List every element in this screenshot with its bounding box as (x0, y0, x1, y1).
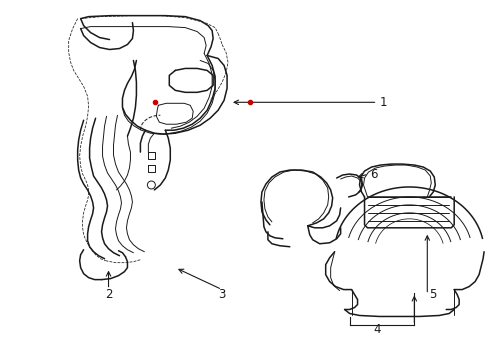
Text: 6: 6 (370, 167, 377, 180)
Text: 4: 4 (373, 323, 381, 336)
Text: 5: 5 (428, 288, 436, 301)
Text: 1: 1 (379, 96, 386, 109)
Text: 3: 3 (218, 288, 225, 301)
Text: 2: 2 (104, 288, 112, 301)
